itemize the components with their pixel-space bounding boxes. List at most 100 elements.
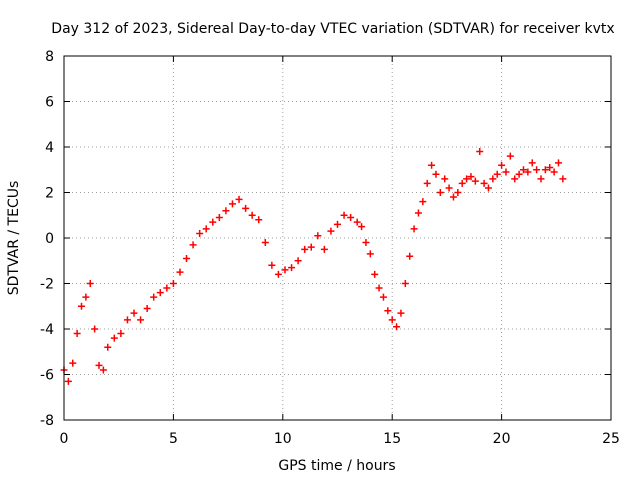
data-point [73,330,81,338]
data-point [463,175,471,183]
data-point [511,175,519,183]
data-point [554,159,562,167]
data-point [183,254,191,262]
data-point [537,175,545,183]
data-point [327,227,335,235]
data-point [493,170,501,178]
data-point [515,170,523,178]
data-point [375,284,383,292]
y-tick-label: -4 [40,322,54,338]
data-point [222,207,230,215]
data-point [441,175,449,183]
data-point [78,302,86,310]
data-point [215,214,223,222]
data-point [202,225,210,233]
data-point [255,216,263,224]
data-point [340,211,348,219]
y-tick-label: 4 [45,140,54,156]
y-tick-label: -6 [40,368,54,384]
data-point [541,166,549,174]
y-tick-label: 2 [45,186,54,202]
y-tick-label: 8 [45,49,54,65]
data-markers [60,148,567,385]
data-point [449,193,457,201]
y-tick-label: -8 [40,413,54,429]
data-point [117,330,125,338]
data-point [99,366,107,374]
data-point [248,211,256,219]
data-point [489,175,497,183]
data-point [559,175,567,183]
data-point [261,239,269,247]
data-point [502,168,510,176]
data-point [366,250,374,258]
data-point [506,152,514,160]
data-point [288,264,296,272]
data-point [467,173,475,181]
data-point [274,270,282,278]
data-point [143,305,151,313]
data-point [156,289,164,297]
data-point [428,161,436,169]
data-point [301,245,309,253]
data-point [533,166,541,174]
data-point [419,198,427,206]
data-point [454,189,462,196]
data-point [358,223,366,231]
data-point [347,214,355,222]
data-point [242,204,250,212]
data-point [196,229,204,237]
data-point [86,280,94,287]
data-point [528,159,536,167]
data-point [524,168,532,176]
data-point [169,280,177,287]
data-point [384,307,392,315]
data-point [484,184,492,192]
data-point [546,163,554,171]
data-point [123,316,131,324]
x-tick-label: 15 [383,431,401,447]
data-point [423,179,431,187]
data-point [414,209,422,217]
y-tick-label: 6 [45,95,54,111]
x-tick-label: 10 [274,431,292,447]
x-tick-label: 5 [169,431,178,447]
data-point [82,293,90,301]
data-point [379,293,387,301]
data-point [281,266,289,274]
data-point [362,239,370,247]
data-point [334,220,341,228]
x-tick-label: 0 [60,431,69,447]
data-point [176,268,184,276]
data-point [445,184,453,192]
data-point [476,148,484,156]
data-point [406,252,414,260]
data-point [91,325,99,333]
data-point [235,195,243,203]
data-point [401,280,409,287]
data-point [137,316,145,324]
grid [64,56,611,420]
data-point [397,309,405,317]
x-tick-label: 25 [602,431,620,447]
data-point [209,218,217,226]
data-point [95,361,103,369]
data-point [550,168,558,176]
data-point [130,309,138,317]
data-point [436,189,444,196]
x-tick-label: 20 [493,431,511,447]
x-axis-label: GPS time / hours [278,458,395,474]
y-tick-label: 0 [45,231,54,247]
y-tick-label: -2 [40,277,54,293]
data-point [268,261,276,269]
data-point [410,225,418,233]
data-point [163,284,171,292]
data-point [480,179,488,187]
data-point [458,179,466,187]
data-point [150,293,158,301]
data-point [320,245,328,253]
data-point [110,334,118,342]
data-point [228,200,236,208]
data-point [307,243,315,251]
